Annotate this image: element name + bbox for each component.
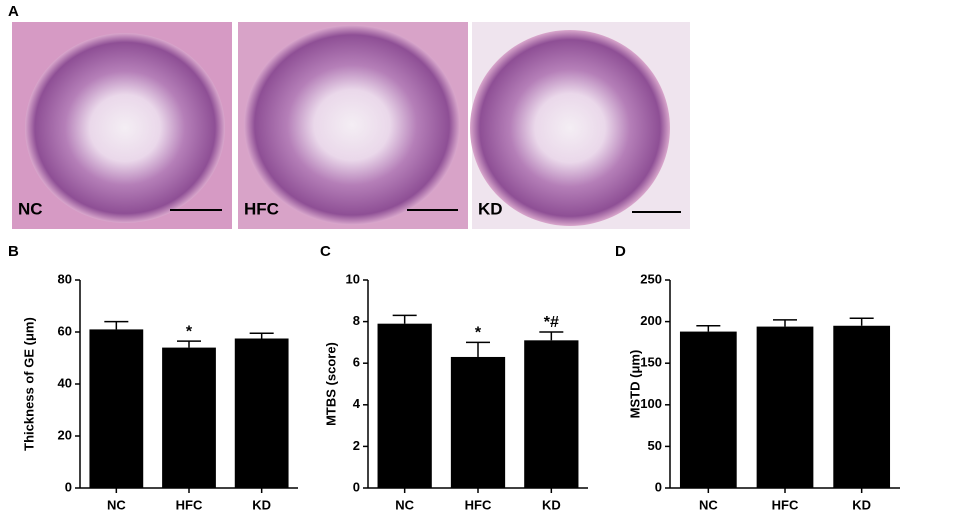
micrograph: KD — [470, 22, 690, 229]
x-tick-label: KD — [252, 497, 271, 512]
panel-label: A — [8, 3, 19, 20]
y-axis-label: MSTD (μm) — [627, 350, 642, 419]
y-tick-label: 4 — [353, 396, 361, 411]
y-tick-label: 0 — [655, 479, 662, 494]
bar — [450, 356, 506, 488]
micrograph: NC — [12, 22, 232, 229]
image-label: HFC — [244, 199, 279, 218]
y-axis-label: MTBS (score) — [323, 342, 338, 426]
panel-label: C — [320, 243, 331, 260]
y-tick-label: 50 — [648, 438, 662, 453]
annotation: * — [186, 323, 193, 340]
x-tick-label: NC — [107, 497, 126, 512]
bar — [679, 331, 737, 488]
bar — [89, 329, 144, 488]
y-tick-label: 0 — [65, 479, 72, 494]
y-tick-label: 80 — [58, 271, 72, 286]
y-tick-label: 2 — [353, 438, 360, 453]
y-tick-label: 250 — [640, 271, 662, 286]
y-tick-label: 40 — [58, 375, 72, 390]
y-tick-label: 10 — [346, 271, 360, 286]
x-tick-label: HFC — [772, 497, 799, 512]
bar — [524, 340, 579, 488]
bar — [377, 323, 432, 488]
image-label: KD — [478, 199, 503, 218]
bar — [833, 325, 891, 488]
image-label: NC — [18, 199, 43, 218]
x-tick-label: KD — [852, 497, 871, 512]
micrograph: HFC — [238, 22, 468, 229]
annotation: * — [475, 325, 482, 342]
bar — [234, 338, 289, 488]
y-tick-label: 100 — [640, 396, 662, 411]
y-tick-label: 150 — [640, 355, 662, 370]
bar — [756, 326, 814, 488]
annotation: *# — [544, 314, 559, 331]
x-tick-label: NC — [699, 497, 718, 512]
panel-label: D — [615, 243, 626, 260]
y-tick-label: 8 — [353, 313, 360, 328]
y-tick-label: 60 — [58, 323, 72, 338]
panel-label: B — [8, 243, 19, 260]
y-tick-label: 6 — [353, 355, 360, 370]
y-tick-label: 200 — [640, 313, 662, 328]
y-tick-label: 20 — [58, 427, 72, 442]
x-tick-label: KD — [542, 497, 561, 512]
x-tick-label: NC — [395, 497, 414, 512]
y-tick-label: 0 — [353, 479, 360, 494]
y-axis-label: Thickness of GE (μm) — [21, 317, 36, 451]
bar — [162, 347, 216, 488]
x-tick-label: HFC — [465, 497, 492, 512]
x-tick-label: HFC — [176, 497, 203, 512]
